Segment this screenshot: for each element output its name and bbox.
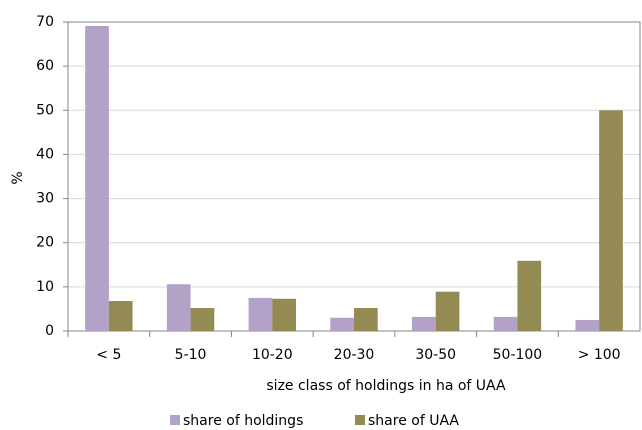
y-tick-label: 40: [36, 146, 54, 162]
bar: [599, 110, 623, 332]
x-tick-label: > 100: [578, 347, 621, 363]
legend-label: share of UAA: [368, 413, 459, 429]
x-tick-label: 20-30: [334, 347, 375, 363]
y-tick-label: 20: [36, 235, 54, 251]
x-tick-label: < 5: [96, 347, 121, 363]
legend-label: share of holdings: [183, 413, 303, 429]
bar: [190, 308, 215, 331]
bar: [435, 291, 460, 331]
y-tick-label: 30: [36, 191, 54, 207]
bar: [330, 317, 354, 331]
x-axis-label: size class of holdings in ha of UAA: [266, 378, 506, 394]
bar: [166, 284, 191, 331]
bar: [248, 297, 273, 331]
bar: [272, 298, 296, 331]
x-tick-label: 10-20: [252, 347, 293, 363]
y-tick-label: 60: [36, 58, 54, 74]
y-tick-label: 10: [36, 279, 54, 295]
x-tick-label: 50-100: [493, 347, 543, 363]
legend-swatch: [355, 415, 365, 425]
bar: [85, 25, 109, 331]
y-tick-label: 0: [45, 323, 54, 339]
legend-swatch: [170, 415, 180, 425]
y-tick-label: 70: [36, 14, 54, 30]
y-tick-label: 50: [36, 102, 54, 118]
bar: [354, 308, 378, 331]
y-axis-label: %: [10, 171, 26, 184]
bar: [412, 316, 436, 331]
plot-frame: [67, 21, 641, 332]
bar: [493, 316, 518, 331]
bar: [108, 300, 133, 331]
x-tick-label: 5-10: [175, 347, 207, 363]
bar: [575, 319, 600, 331]
bar: [517, 260, 542, 331]
x-tick-label: 30-50: [415, 347, 456, 363]
